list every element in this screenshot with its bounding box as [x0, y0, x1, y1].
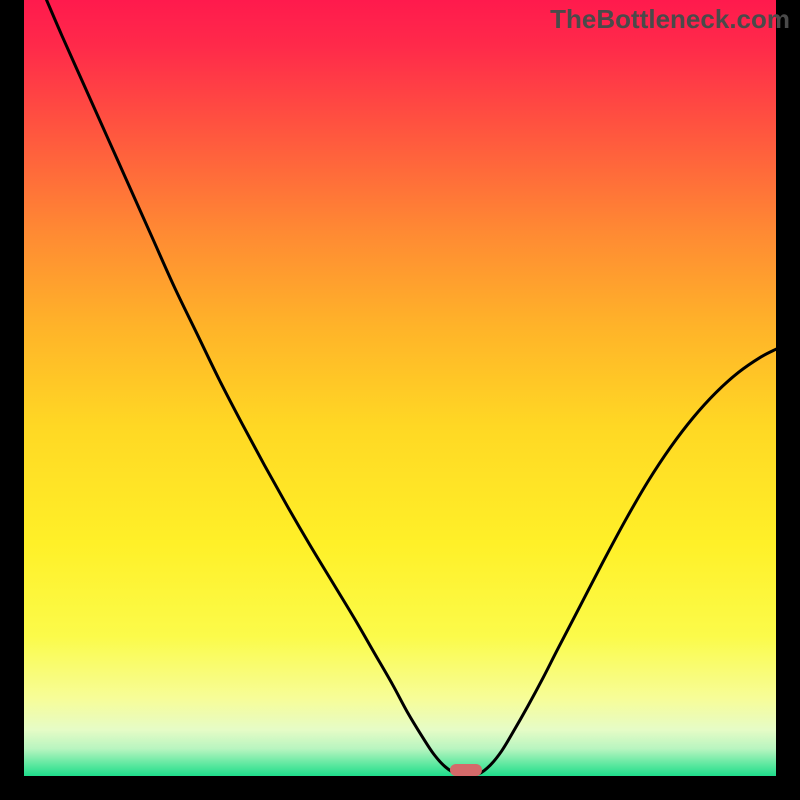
bottleneck-chart: TheBottleneck.com [0, 0, 800, 800]
optimal-marker [450, 764, 482, 776]
watermark-text: TheBottleneck.com [550, 4, 790, 35]
bottleneck-curve [47, 0, 776, 775]
plot-area [24, 0, 776, 776]
curve-layer [24, 0, 776, 776]
